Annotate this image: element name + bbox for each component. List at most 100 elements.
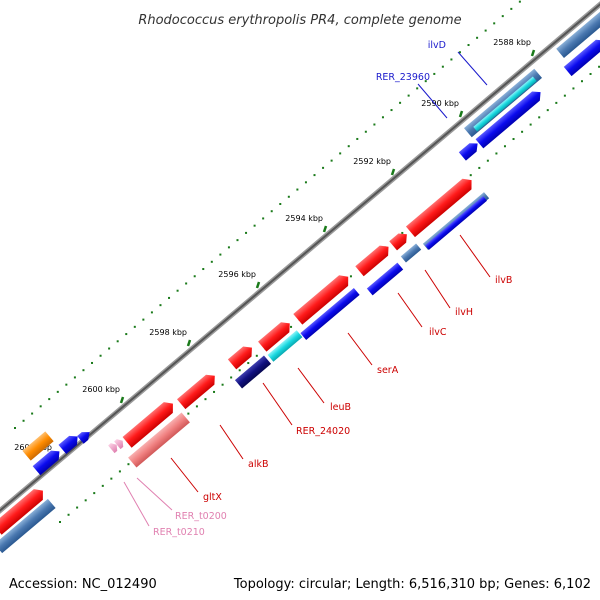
gene-feature-reverse-cds — [58, 435, 78, 455]
outer-track-dot — [159, 304, 162, 307]
gene-label-leader — [424, 269, 451, 309]
inner-track-dot — [204, 398, 207, 401]
gene-feature-forward-cds — [389, 233, 407, 251]
outer-track-dot — [510, 7, 513, 10]
inner-track-dot — [572, 87, 575, 90]
inner-track-dot — [563, 94, 566, 97]
inner-track-dot — [521, 130, 524, 133]
kbp-tick-mark — [119, 396, 125, 404]
outer-track-dot — [31, 412, 34, 415]
outer-track-dot — [476, 36, 479, 39]
inner-track-dot — [598, 65, 600, 68]
outer-track-dot — [484, 29, 487, 32]
inner-track-dot — [187, 412, 190, 415]
gene-label: gltX — [203, 492, 222, 503]
outer-track-dot — [56, 390, 59, 393]
outer-track-dot — [518, 0, 521, 3]
inner-track-dot — [255, 354, 258, 357]
outer-track-dot — [245, 231, 248, 234]
outer-track-dot — [210, 260, 213, 263]
inner-track-dot — [127, 463, 130, 466]
outer-track-dot — [39, 405, 42, 408]
outer-track-dot — [322, 166, 325, 169]
kbp-tick-mark — [390, 168, 396, 176]
inner-track-dot — [469, 174, 472, 177]
inner-track-dot — [84, 499, 87, 502]
gene-label: RER_t0210 — [153, 527, 205, 538]
outer-track-dot — [407, 94, 410, 97]
gene-feature-forward-cds — [227, 346, 252, 370]
outer-track-dot — [193, 275, 196, 278]
outer-track-dot — [304, 181, 307, 184]
kbp-tick-labels: 2588 kbp 2590 kbp 2592 kbp 2594 kbp 2596 kbp… — [14, 38, 531, 452]
gene-feature-ilvB-inner — [425, 196, 487, 250]
gene-label-leader — [219, 424, 244, 460]
kbp-tick-label: 2588 kbp — [493, 38, 531, 47]
gene-feature-forward-cds — [258, 322, 290, 352]
inner-track-dot — [238, 369, 241, 372]
inner-track-dot — [486, 159, 489, 162]
outer-track-dot — [133, 325, 136, 328]
gene-label-leader — [297, 367, 325, 404]
inner-track-dot — [512, 138, 515, 141]
gene-feature-steelblue — [556, 10, 600, 58]
outer-track-dot — [501, 15, 504, 18]
kbp-tick-label: 2594 kbp — [285, 214, 323, 223]
kbp-tick-label: 2592 kbp — [353, 157, 391, 166]
outer-track-dot — [416, 87, 419, 90]
genome-backbone — [0, 1, 600, 514]
outer-track-dot — [339, 152, 342, 155]
gene-feature-RER-24020 — [234, 355, 272, 389]
gene-label-leader — [417, 83, 448, 119]
gene-label: ilvD — [428, 40, 446, 51]
outer-track-dot — [347, 145, 350, 148]
kbp-tick-label: 2598 kbp — [149, 328, 187, 337]
genome-summary-text: Topology: circular; Length: 6,516,310 bp… — [233, 577, 591, 592]
outer-track-dot — [279, 202, 282, 205]
outer-track-dot — [82, 369, 85, 372]
gene-label: serA — [377, 365, 399, 376]
outer-track-dot — [390, 109, 393, 112]
outer-track-dot — [14, 427, 16, 429]
gene-label: RER_23960 — [376, 72, 430, 83]
kbp-tick-mark — [186, 339, 192, 347]
outer-track-dot — [116, 340, 119, 343]
outer-track-dot — [373, 123, 376, 126]
outer-track-dot — [356, 137, 359, 140]
inner-track-dot — [93, 492, 96, 495]
outer-track-dot — [296, 188, 299, 191]
gene-feature-ilvD-inner — [473, 76, 537, 132]
gene-label: leuB — [330, 402, 351, 413]
gene-label-leader — [136, 477, 173, 511]
inner-track-dot — [110, 477, 113, 480]
gene-labels: ilvD RER_23960 ilvB ilvH ilvC serA leuB RER_240… — [153, 40, 512, 538]
inner-track-dot — [538, 116, 541, 119]
gene-feature-forward-cds — [293, 275, 349, 325]
gene-feature-reverse-cds — [77, 432, 90, 444]
kbp-tick-mark — [255, 281, 261, 289]
accession-text: Accession: NC_012490 — [9, 577, 157, 592]
gene-label-leader — [347, 332, 373, 366]
inner-track-dot — [221, 383, 224, 386]
gene-label-leader — [262, 382, 293, 426]
inner-track-dot — [59, 521, 61, 523]
gene-features — [0, 10, 600, 554]
kbp-tick-label: 2590 kbp — [421, 99, 459, 108]
inner-track-dot — [213, 390, 216, 393]
kbp-tick-label: 2596 kbp — [218, 270, 256, 279]
inner-track-dot — [478, 166, 481, 169]
inner-track-dot — [230, 376, 233, 379]
outer-track-dot — [91, 361, 94, 364]
gene-feature-forward-cds — [122, 402, 173, 448]
inner-track-dot — [195, 405, 198, 408]
outer-track-dot — [219, 253, 222, 256]
gene-feature-small-reverse — [458, 143, 478, 161]
inner-track-dot — [546, 109, 549, 112]
gene-feature-forward-cds — [355, 245, 389, 277]
outer-track-dot — [73, 376, 76, 379]
inner-track-dot — [503, 145, 506, 148]
gene-feature-steelblue — [0, 498, 56, 554]
outer-track-dot — [399, 101, 402, 104]
inner-track-dot — [67, 513, 70, 516]
